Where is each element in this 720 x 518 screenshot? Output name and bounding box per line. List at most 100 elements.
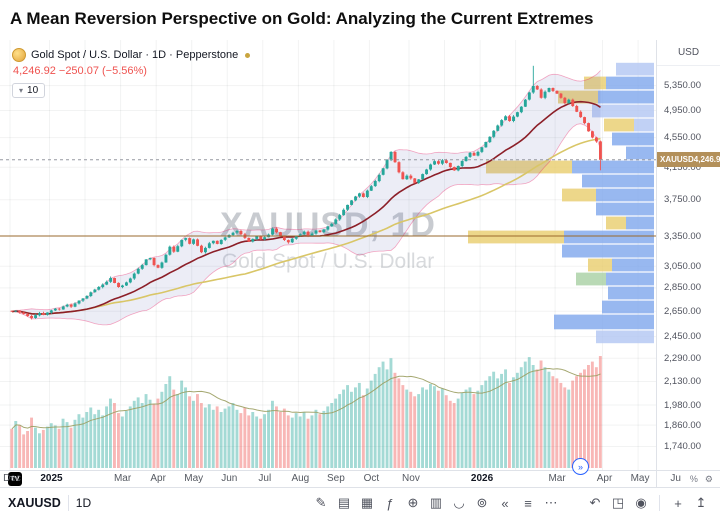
volume-bar (334, 398, 338, 468)
volume-bar (559, 382, 563, 468)
candle-body (563, 97, 567, 104)
price-axis[interactable]: USD XAUUSD 4,246.92 5,350.00 4,950.00 4,55… (656, 40, 720, 470)
replay-icon[interactable]: « (501, 495, 509, 511)
axis-currency-label[interactable]: USD (657, 40, 720, 66)
price-tick-label: 3,350.00 (664, 230, 701, 242)
axis-corner: % ⚙ (656, 470, 720, 487)
time-axis[interactable]: TV Dec 2025 Mar Apr May Jun Jul Aug Sep Oct Nov 202… (0, 470, 681, 488)
candle-body (527, 92, 531, 100)
volume-profile-bar (596, 330, 654, 344)
volume-profile-bar (606, 76, 654, 90)
draw-icon[interactable]: ✎ (315, 495, 327, 510)
candle-body (492, 130, 496, 137)
volume-bar (196, 394, 199, 468)
layout-grid-icon[interactable]: ▦ (360, 495, 374, 510)
volume-bar (105, 406, 108, 468)
instrument-logo-icon (12, 48, 26, 62)
candle-body (512, 116, 515, 121)
price-tick-label: 4,550.00 (664, 132, 701, 144)
volume-bar (188, 396, 191, 468)
candle-body (275, 228, 278, 233)
volume-bar (322, 410, 326, 468)
legend-title[interactable]: Gold Spot / U.S. Dollar · 1D · Peppersto… (31, 49, 239, 61)
volume-bar (302, 412, 306, 468)
volume-profile-bar (592, 104, 654, 118)
volume-bar (298, 416, 302, 468)
candle-body (555, 90, 559, 94)
candle-body (14, 310, 18, 312)
volume-profile-bar (486, 160, 572, 174)
go-to-realtime-button[interactable]: » (572, 458, 589, 475)
candle-body (385, 159, 389, 169)
object-tree-icon[interactable]: ≡ (524, 495, 532, 511)
toolbar-symbol[interactable]: XAUUSD (8, 496, 61, 510)
chart-legend: Gold Spot / U.S. Dollar · 1D · Peppersto… (12, 48, 251, 98)
volume-bar (109, 398, 112, 468)
volume-bar (433, 386, 436, 468)
time-tick-label: Dec (3, 473, 21, 484)
undo-icon[interactable]: ↶ (589, 495, 601, 510)
add-icon[interactable]: + (674, 495, 682, 511)
indicator-collapse-chip[interactable]: ▾ 10 (12, 83, 46, 98)
indicators-icon[interactable]: ƒ (386, 495, 394, 511)
candle-body (365, 190, 369, 197)
volume-bar (555, 378, 559, 468)
candle-body (294, 236, 298, 239)
candle-body (409, 175, 413, 179)
time-tick-label: Jul (258, 473, 272, 484)
magnet-icon[interactable]: ◡ (453, 495, 465, 510)
candle-body (298, 234, 302, 237)
volume-bar (144, 394, 148, 468)
camera-icon[interactable]: ◉ (635, 495, 647, 510)
article-headline: A Mean Reversion Perspective on Gold: An… (10, 9, 594, 28)
candle-body (377, 174, 381, 182)
candle-body (117, 282, 120, 287)
volume-bar (377, 367, 381, 468)
candle-body (136, 268, 140, 274)
candle-body (247, 237, 251, 242)
legend-symbol-row[interactable]: Gold Spot / U.S. Dollar · 1D · Peppersto… (12, 48, 251, 62)
percent-icon[interactable]: % (689, 474, 698, 484)
candle-body (452, 167, 456, 171)
candle-body (516, 112, 519, 117)
candle-body (192, 239, 195, 244)
volume-profile-bar (562, 188, 596, 202)
price-tick-label: 2,850.00 (664, 282, 701, 294)
volume-bar (117, 413, 120, 468)
price-tick-label: 1,980.00 (664, 399, 701, 411)
more-icon[interactable]: ⋯ (544, 495, 558, 510)
candle-body (113, 278, 116, 283)
volume-bar (203, 407, 207, 468)
volume-profile-bar (596, 188, 654, 202)
candle-body (342, 209, 346, 216)
fullscreen-icon[interactable]: ◳ (611, 495, 625, 510)
candle-body (350, 200, 353, 205)
volume-bar (417, 394, 421, 468)
volume-bar (22, 434, 26, 468)
volume-bar (278, 412, 282, 468)
candle-body (575, 106, 579, 112)
candle-body (413, 178, 417, 183)
volume-profile-bar (612, 258, 654, 272)
share-icon[interactable]: ↥ (695, 495, 707, 510)
bollinger-fill (12, 70, 601, 325)
bars-pattern-icon[interactable]: ▥ (429, 495, 443, 510)
chart-style-icon[interactable]: ▤ (337, 495, 351, 510)
price-chart[interactable] (0, 40, 656, 470)
candle-body (539, 89, 543, 98)
alert-icon[interactable]: ⊚ (476, 495, 488, 510)
toolbar-interval[interactable]: 1D (75, 496, 92, 510)
volume-bar (369, 380, 373, 468)
candle-body (393, 151, 397, 163)
candle-body (425, 169, 428, 175)
candle-body (279, 232, 282, 236)
compare-icon[interactable]: ⊕ (407, 495, 419, 510)
volume-bar (587, 365, 590, 468)
candle-body (34, 315, 37, 318)
badge-symbol: XAUUSD (660, 155, 694, 165)
volume-bar (350, 391, 353, 468)
tradingview-logo[interactable]: TV (8, 472, 22, 486)
volume-bar (14, 421, 18, 468)
axis-settings-icon[interactable]: ⚙ (704, 473, 713, 484)
candle-body (290, 238, 294, 243)
